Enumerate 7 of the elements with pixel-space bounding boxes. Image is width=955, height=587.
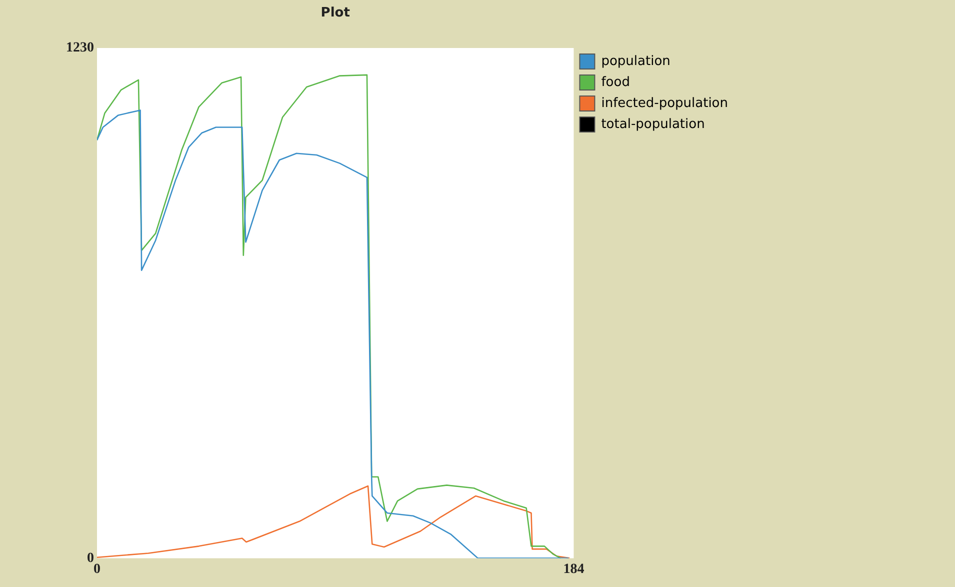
legend-label: food — [601, 74, 630, 90]
legend-label: population — [601, 54, 670, 69]
y-tick-label: 1230 — [66, 40, 94, 56]
x-tick-label: 184 — [563, 562, 584, 578]
legend-label: total-population — [601, 116, 705, 132]
legend-label: infected-population — [601, 96, 728, 111]
chart-title: Plot — [320, 5, 350, 20]
